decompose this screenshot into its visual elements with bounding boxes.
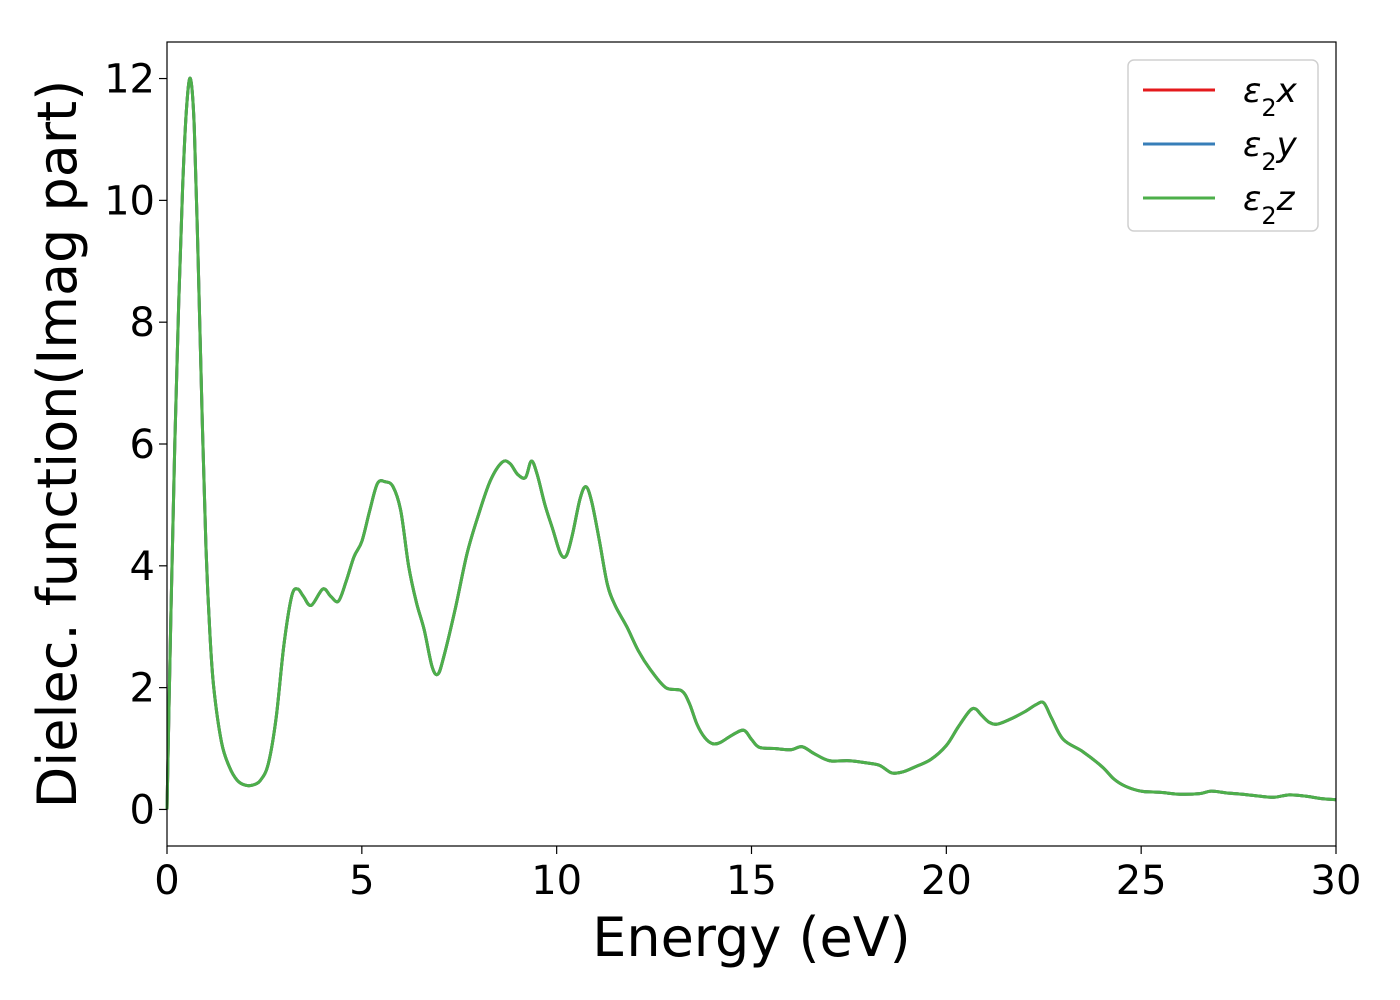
x-axis-ticks: 0 5 10 15 20 25 30 (154, 846, 1361, 904)
x-axis-label: Energy (eV) (592, 906, 911, 969)
y-tick-label: 12 (104, 57, 155, 103)
legend-label-x: ε2x (1243, 71, 1298, 122)
y-tick-label: 10 (104, 178, 155, 224)
y-tick-label: 4 (130, 544, 155, 590)
y-tick-label: 6 (130, 422, 155, 468)
series-line-z (165, 76, 1337, 810)
legend-symbol: ε (1243, 179, 1261, 219)
legend-symbol: ε (1243, 71, 1261, 111)
series-layer (165, 76, 1337, 810)
x-tick-label: 25 (1116, 858, 1167, 904)
x-tick-label: 30 (1311, 858, 1362, 904)
x-tick-label: 15 (726, 858, 777, 904)
legend-suffix: x (1276, 71, 1298, 111)
y-axis-ticks: 0 2 4 6 8 10 12 (104, 57, 167, 833)
legend-suffix: y (1276, 125, 1298, 165)
legend-box (1127, 59, 1319, 232)
x-tick-label: 0 (154, 858, 179, 904)
y-tick-label: 0 (130, 787, 155, 833)
x-tick-label: 5 (349, 858, 374, 904)
y-tick-label: 8 (130, 300, 155, 346)
x-tick-label: 10 (531, 858, 582, 904)
legend-subscript: 2 (1261, 94, 1276, 122)
y-axis-label: Dielec. function(Imag part) (26, 80, 89, 809)
legend-label-z: ε2z (1243, 179, 1296, 230)
x-tick-label: 20 (921, 858, 972, 904)
legend-subscript: 2 (1261, 202, 1276, 230)
legend-subscript: 2 (1261, 148, 1276, 176)
legend-suffix: z (1276, 179, 1296, 219)
y-tick-label: 2 (130, 666, 155, 712)
legend-label-y: ε2y (1243, 125, 1298, 176)
legend-symbol: ε (1243, 125, 1261, 165)
